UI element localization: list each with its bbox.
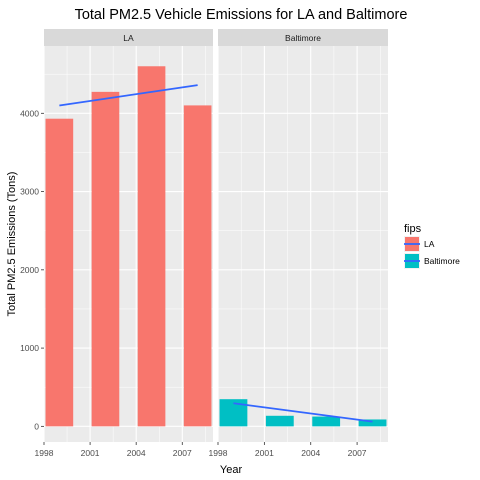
bar-baltimore-2005 xyxy=(312,416,341,427)
legend-label-la: LA xyxy=(424,239,435,249)
bar-la-1999 xyxy=(45,118,74,427)
y-tick-label: 2000 xyxy=(20,265,39,275)
panel-background xyxy=(218,46,388,442)
x-tick-label: 1998 xyxy=(209,448,228,458)
bar-baltimore-2002 xyxy=(265,415,294,427)
bar-la-2008 xyxy=(183,105,212,427)
bar-la-2005 xyxy=(137,66,166,427)
y-tick-label: 4000 xyxy=(20,108,39,118)
x-tick-label: 2001 xyxy=(255,448,274,458)
legend-label-baltimore: Baltimore xyxy=(424,256,460,266)
facet-strip-label: Baltimore xyxy=(285,33,321,43)
x-axis-title: Year xyxy=(220,464,243,476)
x-tick-label: 2001 xyxy=(81,448,100,458)
y-tick-label: 1000 xyxy=(20,343,39,353)
facet-strip-label: LA xyxy=(123,33,134,43)
facet-panels: LA 1998 2001 2004 2007 Baltimore 1998 2001 2004 2… xyxy=(20,29,388,458)
x-tick-label: 2007 xyxy=(173,448,192,458)
facet-panel-0: LA 1998 2001 2004 2007 xyxy=(35,29,213,458)
facet-strip xyxy=(44,29,213,46)
x-tick-label: 2004 xyxy=(301,448,320,458)
x-tick-label: 1998 xyxy=(35,448,54,458)
facet-panel-1: Baltimore 1998 2001 2004 2007 xyxy=(209,29,388,458)
trend-line-baltimore xyxy=(233,402,373,423)
y-tick-label: 3000 xyxy=(20,187,39,197)
legend: fips LA Baltimore xyxy=(404,223,460,269)
bar-baltimore-2008 xyxy=(358,419,387,427)
x-tick-label: 2007 xyxy=(348,448,367,458)
y-tick-label: 0 xyxy=(34,421,39,431)
x-tick-label: 2004 xyxy=(127,448,146,458)
legend-title: fips xyxy=(404,223,422,235)
y-axis-title: Total PM2.5 Emissions (Tons) xyxy=(6,172,18,317)
chart-title: Total PM2.5 Vehicle Emissions for LA and… xyxy=(75,7,408,23)
facet-strip xyxy=(218,29,388,46)
trend-line-la xyxy=(59,84,198,107)
bar-la-2002 xyxy=(91,91,120,427)
